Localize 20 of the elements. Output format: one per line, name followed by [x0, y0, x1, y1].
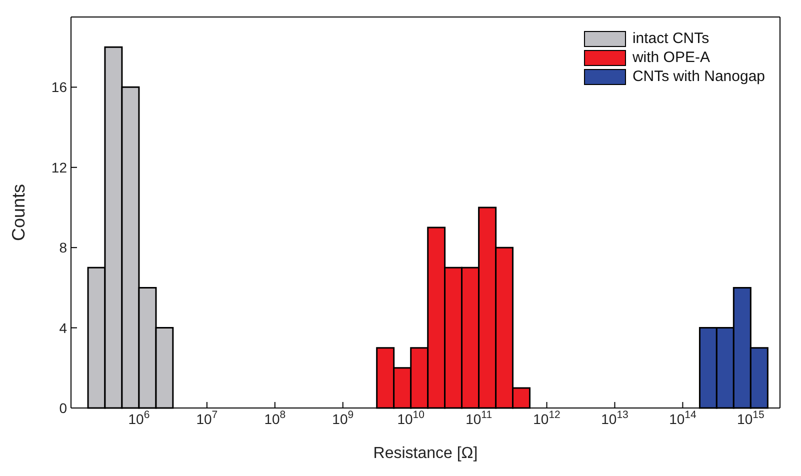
- y-tick-label: 4: [59, 320, 68, 336]
- legend-label: CNTs with Nanogap: [632, 68, 765, 85]
- x-tick-label: 10$^{14}$: [669, 409, 696, 427]
- x-tick-label: 10$^{12}$: [533, 409, 561, 427]
- x-tick-label: 10$^{15}$: [737, 409, 764, 427]
- x-tick-label: 10$^{13}$: [601, 409, 629, 427]
- y-tick-label: 0: [59, 400, 68, 416]
- x-tick-label: 10$^{8}$: [264, 409, 286, 427]
- x-tick-label: 10$^{10}$: [397, 409, 425, 427]
- x-tick-label: 10$^{7}$: [196, 409, 218, 427]
- y-axis-title: Counts: [8, 184, 28, 242]
- legend-label: intact CNTs: [632, 30, 710, 47]
- y-tick-label: 8: [59, 240, 68, 256]
- x-axis-title: Resistance [Ω]: [373, 445, 478, 462]
- legend-label: with OPE-A: [632, 49, 710, 66]
- y-tick-label: 16: [51, 79, 68, 96]
- x-tick-label: 10$^{6}$: [128, 409, 150, 427]
- y-tick-label: 12: [51, 159, 68, 176]
- x-tick-label: 10$^{9}$: [332, 409, 354, 427]
- x-tick-label: 10$^{11}$: [466, 409, 492, 427]
